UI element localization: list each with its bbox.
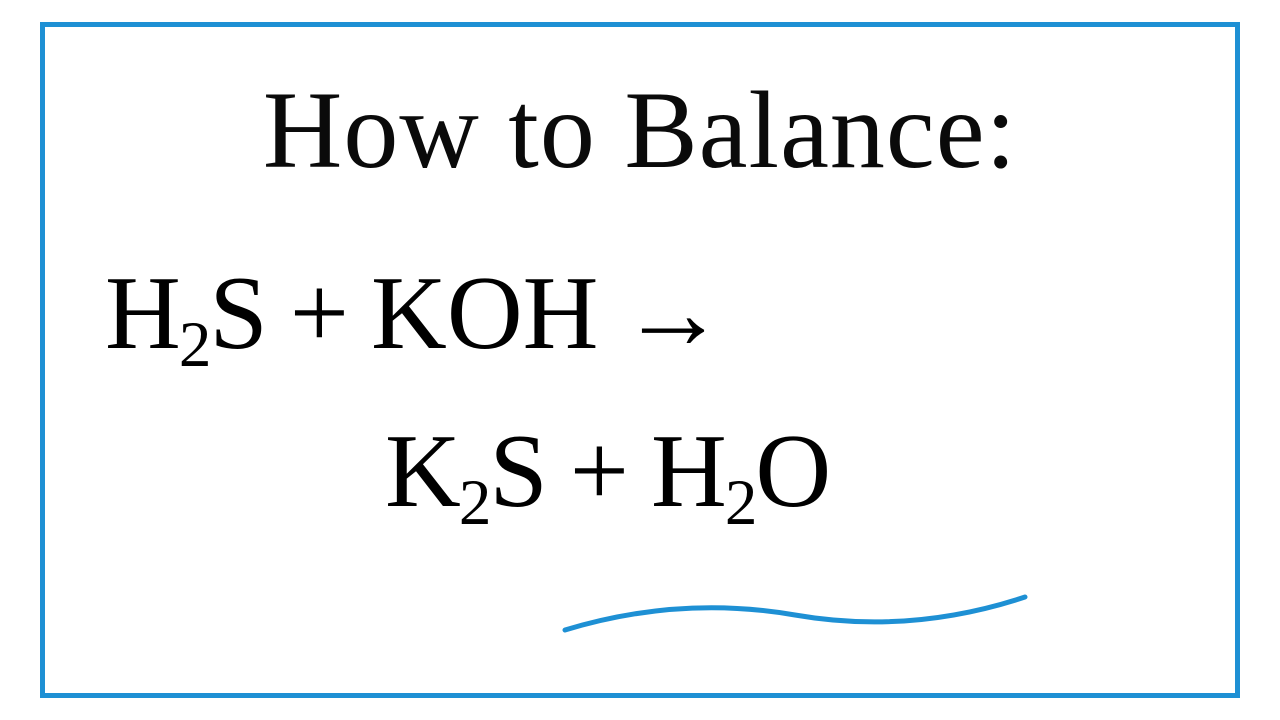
product-k2s: K 2 S bbox=[385, 392, 548, 550]
element-k: K bbox=[371, 234, 447, 392]
element-h: H bbox=[523, 234, 599, 392]
underline-curve-icon bbox=[560, 585, 1030, 645]
element-s: S bbox=[209, 234, 267, 392]
element-o: O bbox=[755, 392, 831, 550]
subscript-2: 2 bbox=[725, 455, 758, 553]
equation-reactants-line: H 2 S + K O H → bbox=[105, 234, 1185, 392]
reaction-arrow: → bbox=[620, 234, 725, 392]
plus-operator: + bbox=[570, 392, 629, 550]
reactant-h2s: H 2 S bbox=[105, 234, 268, 392]
subscript-2: 2 bbox=[459, 455, 492, 553]
element-h: H bbox=[651, 392, 727, 550]
element-o: O bbox=[447, 234, 523, 392]
element-h: H bbox=[105, 234, 181, 392]
element-s: S bbox=[489, 392, 547, 550]
reactant-koh: K O H bbox=[371, 234, 598, 392]
product-h2o: H 2 O bbox=[651, 392, 831, 550]
page-title: How to Balance: bbox=[95, 67, 1185, 194]
element-k: K bbox=[385, 392, 461, 550]
chemical-equation: H 2 S + K O H → K 2 S + H 2 O bbox=[95, 234, 1185, 549]
equation-products-line: K 2 S + H 2 O bbox=[105, 392, 1185, 550]
plus-operator: + bbox=[290, 234, 349, 392]
subscript-2: 2 bbox=[179, 297, 212, 395]
